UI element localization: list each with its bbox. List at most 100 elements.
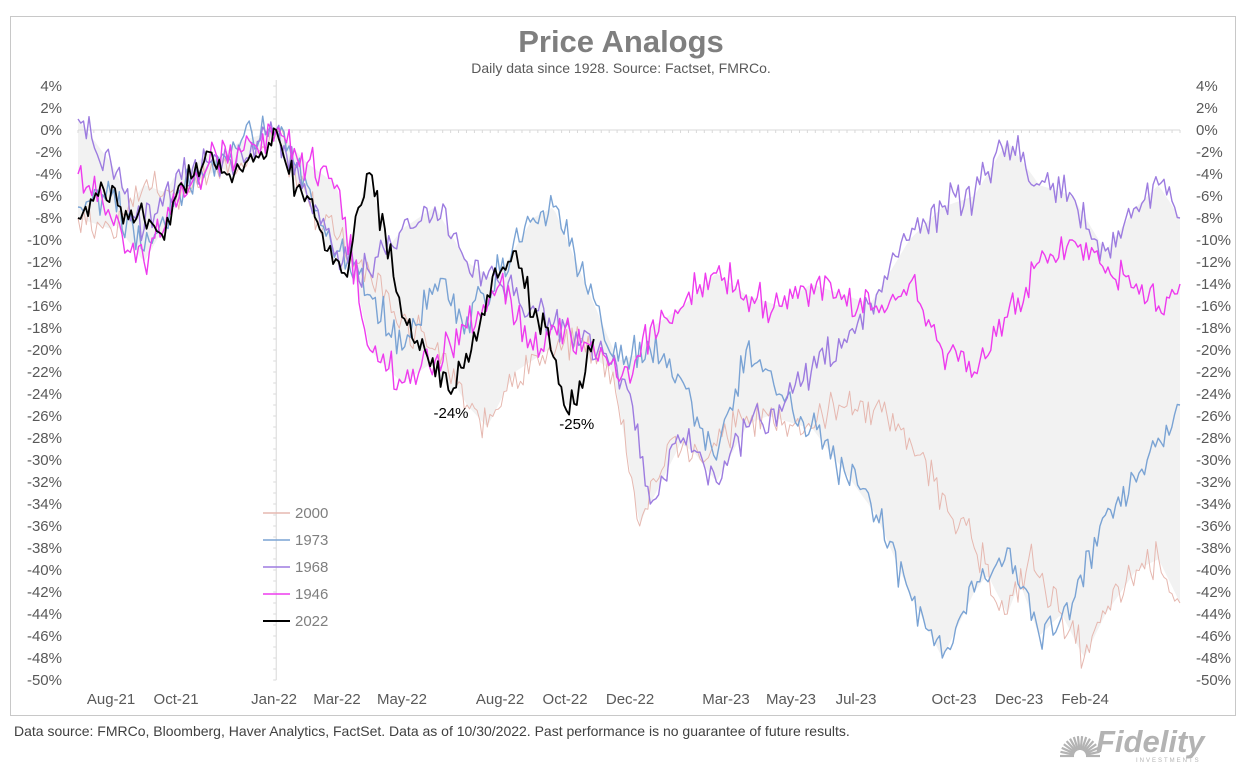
y-tick-label-left: -38% — [27, 540, 62, 557]
x-tick-label: Oct-23 — [932, 691, 977, 708]
x-tick-label: Jan-22 — [251, 691, 297, 708]
y-tick-label-right: -38% — [1196, 540, 1231, 557]
x-tick-label: Aug-22 — [476, 691, 524, 708]
x-tick-label: Jul-23 — [836, 691, 877, 708]
sunburst-ray — [1065, 740, 1077, 753]
y-tick-label-left: -34% — [27, 496, 62, 513]
series-line-2022 — [77, 127, 595, 416]
y-tick-label-left: -44% — [27, 606, 62, 623]
y-tick-label-left: -40% — [27, 562, 62, 579]
sunburst-ray — [1060, 750, 1075, 756]
sunburst-ray — [1085, 750, 1100, 756]
series-lines — [77, 115, 1181, 669]
y-tick-label-right: -42% — [1196, 584, 1231, 601]
x-tick-label: Mar-23 — [702, 691, 750, 708]
sunburst-ray — [1072, 736, 1080, 751]
sunburst-ray — [1063, 743, 1076, 754]
legend-label-2022: 2022 — [295, 613, 328, 630]
sunburst-ray — [1076, 735, 1081, 751]
sunburst-ray — [1085, 746, 1099, 755]
footer-source-note: Data source: FMRCo, Bloomberg, Haver Ana… — [14, 723, 850, 739]
legend-label-1946: 1946 — [295, 586, 328, 603]
shaded-range-band — [78, 119, 1180, 658]
y-tick-label-left: -28% — [27, 430, 62, 447]
x-tick-label: Dec-22 — [606, 691, 654, 708]
y-tick-label-right: -26% — [1196, 408, 1231, 425]
y-tick-label-right: -24% — [1196, 386, 1231, 403]
x-tick-label: Oct-21 — [154, 691, 199, 708]
y-tick-label-right: -50% — [1196, 672, 1231, 689]
y-tick-label-right: -28% — [1196, 430, 1231, 447]
y-tick-label-right: -4% — [1196, 166, 1223, 183]
sunburst-ray — [1061, 746, 1075, 755]
y-tick-label-left: -42% — [27, 584, 62, 601]
x-tick-label: Aug-21 — [87, 691, 135, 708]
y-tick-label-left: -16% — [27, 298, 62, 315]
series-line-1973 — [77, 115, 1181, 659]
x-tick-label: May-22 — [377, 691, 427, 708]
y-tick-label-left: -50% — [27, 672, 62, 689]
y-tick-label-left: -20% — [27, 342, 62, 359]
y-tick-label-right: -10% — [1196, 232, 1231, 249]
y-tick-label-left: -2% — [35, 144, 62, 161]
y-tick-label-left: -4% — [35, 166, 62, 183]
y-tick-label-right: -36% — [1196, 518, 1231, 535]
y-tick-label-left: -36% — [27, 518, 62, 535]
y-tick-label-right: -34% — [1196, 496, 1231, 513]
annotations: -24% -25% — [434, 405, 595, 433]
y-tick-label-left: -14% — [27, 276, 62, 293]
x-tick-label: Mar-22 — [313, 691, 361, 708]
chart-title: Price Analogs — [518, 24, 724, 59]
sunburst-ray — [1082, 738, 1091, 752]
y-tick-label-left: -18% — [27, 320, 62, 337]
y-tick-label-right: -48% — [1196, 650, 1231, 667]
sunburst-ray — [1069, 738, 1078, 752]
y-tick-label-left: -24% — [27, 386, 62, 403]
series-line-1968 — [77, 115, 1181, 505]
y-tick-label-right: -46% — [1196, 628, 1231, 645]
y-tick-label-right: 4% — [1196, 78, 1218, 95]
y-tick-label-right: -16% — [1196, 298, 1231, 315]
legend: 2000 1973 1968 1946 2022 — [263, 505, 328, 630]
axes: 4% 4% 2% 2% 0% 0% -2% -2% -4% -4% -6% -6% -8% -8% -10%… — [27, 78, 1231, 708]
x-tick-label: Feb-24 — [1061, 691, 1109, 708]
brand-name: Fidelity — [1096, 724, 1205, 759]
y-tick-label-right: -12% — [1196, 254, 1231, 271]
legend-label-1973: 1973 — [295, 532, 328, 549]
y-tick-label-right: -8% — [1196, 210, 1223, 227]
sunburst-ray — [1079, 735, 1084, 751]
y-tick-label-right: 2% — [1196, 100, 1218, 117]
y-tick-label-left: -48% — [27, 650, 62, 667]
x-tick-label: Dec-23 — [995, 691, 1043, 708]
y-tick-label-left: -8% — [35, 210, 62, 227]
y-tick-label-right: -14% — [1196, 276, 1231, 293]
chart-frame — [10, 16, 1236, 716]
y-tick-label-right: -44% — [1196, 606, 1231, 623]
y-tick-label-right: -30% — [1196, 452, 1231, 469]
y-tick-label-left: 2% — [40, 100, 62, 117]
y-tick-label-left: -12% — [27, 254, 62, 271]
y-tick-label-left: -32% — [27, 474, 62, 491]
fidelity-logo: Fidelity INVESTMENTS — [1058, 724, 1238, 764]
series-line-1946 — [77, 123, 1181, 391]
legend-label-2000: 2000 — [295, 505, 328, 522]
y-tick-label-left: -46% — [27, 628, 62, 645]
series-line-2000 — [77, 127, 1181, 669]
brand-tagline: INVESTMENTS — [1136, 758, 1201, 764]
sunburst-ray — [1084, 743, 1097, 754]
y-tick-label-left: -26% — [27, 408, 62, 425]
sunburst-ray — [1080, 736, 1088, 751]
y-tick-label-right: -40% — [1196, 562, 1231, 579]
sunburst-ray — [1083, 740, 1095, 753]
y-tick-label-right: -20% — [1196, 342, 1231, 359]
fidelity-sunburst-icon — [1060, 735, 1100, 758]
range-band — [78, 119, 1180, 658]
chart-subtitle: Daily data since 1928. Source: Factset, … — [471, 60, 771, 76]
annotation-label: -25% — [559, 416, 594, 433]
y-tick-label-right: -18% — [1196, 320, 1231, 337]
y-tick-label-right: 0% — [1196, 122, 1218, 139]
y-tick-label-right: -22% — [1196, 364, 1231, 381]
y-tick-label-right: -32% — [1196, 474, 1231, 491]
legend-label-1968: 1968 — [295, 559, 328, 576]
